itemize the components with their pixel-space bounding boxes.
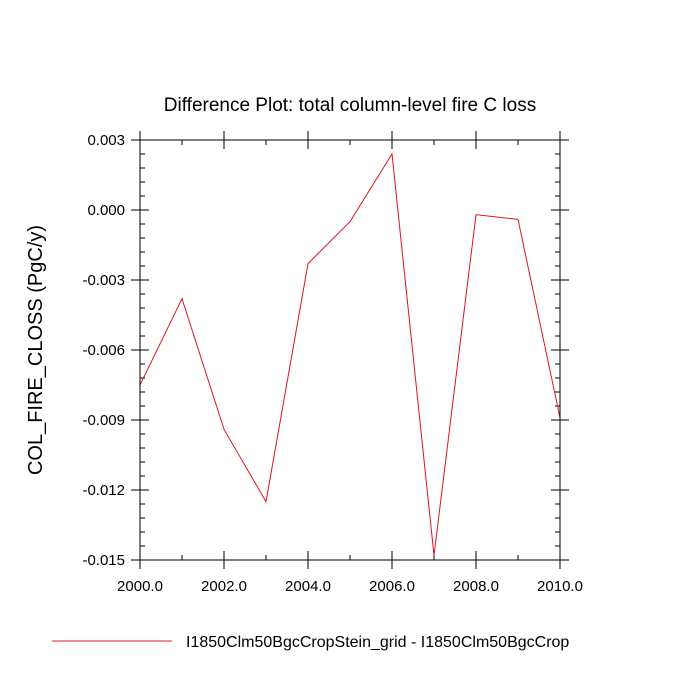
x-tick-label: 2004.0 bbox=[285, 578, 331, 595]
y-tick-label: 0.003 bbox=[87, 132, 125, 149]
axis-ticks bbox=[131, 131, 569, 569]
x-tick-label: 2010.0 bbox=[537, 578, 583, 595]
series-line bbox=[139, 152, 561, 556]
y-axis-title: COL_FIRE_CLOSS (PgC/y) bbox=[25, 225, 47, 475]
y-tick-label: -0.006 bbox=[82, 342, 125, 359]
chart-title: Difference Plot: total column-level fire… bbox=[164, 95, 536, 116]
tick-labels: 2000.0 2002.0 2004.0 2006.0 2008.0 2010.0 0.00… bbox=[82, 132, 582, 595]
legend-entry-label: I1850Clm50BgcCropStein_grid - I1850Clm50… bbox=[186, 634, 569, 651]
plot-frame bbox=[139, 139, 561, 561]
y-tick-label: -0.012 bbox=[82, 482, 125, 499]
y-tick-label: -0.003 bbox=[82, 272, 125, 289]
x-tick-label: 2000.0 bbox=[117, 578, 163, 595]
series-lines bbox=[139, 152, 561, 556]
x-tick-label: 2006.0 bbox=[369, 578, 415, 595]
x-tick-label: 2008.0 bbox=[453, 578, 499, 595]
x-tick-label: 2002.0 bbox=[201, 578, 247, 595]
legend: I1850Clm50BgcCropStein_grid - I1850Clm50… bbox=[52, 634, 569, 651]
y-tick-label: 0.000 bbox=[87, 202, 125, 219]
y-tick-label: -0.015 bbox=[82, 552, 125, 569]
y-tick-label: -0.009 bbox=[82, 412, 125, 429]
